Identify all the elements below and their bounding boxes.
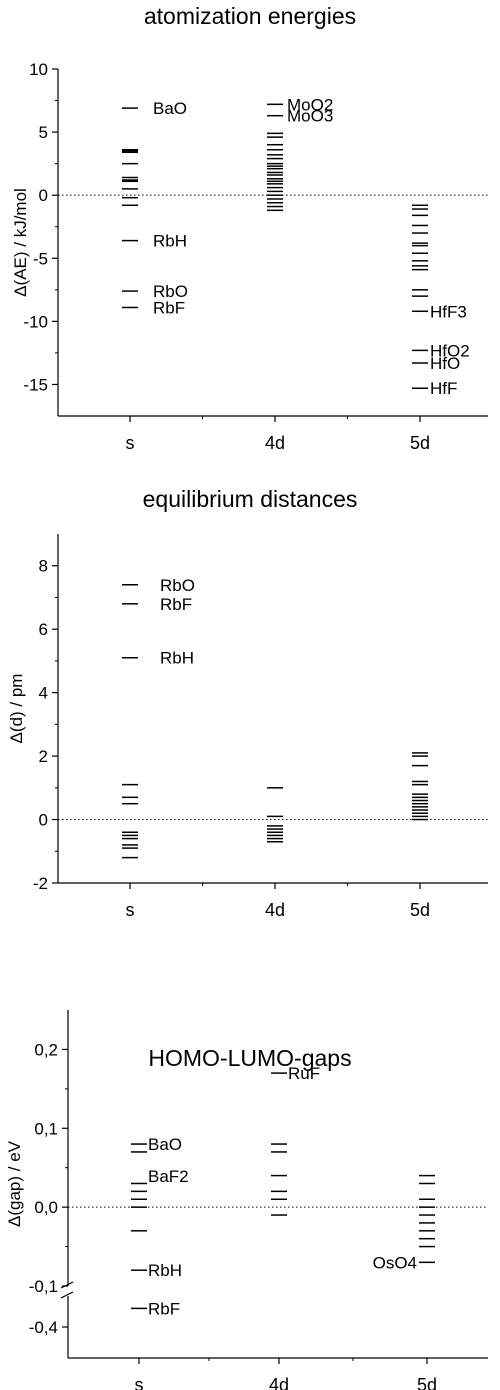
- annotation-label: RbH: [148, 1261, 182, 1280]
- annotation-label: RuF: [288, 1064, 320, 1083]
- annotation-label: HfO2: [430, 341, 470, 360]
- annotation-label: HfF: [430, 379, 457, 398]
- y-tick-label: -0,1: [29, 1277, 58, 1296]
- x-tick-label: s: [126, 433, 135, 453]
- x-tick-label: 4d: [265, 433, 285, 453]
- annotation-label: HfO: [430, 354, 460, 373]
- y-tick-label: 0,1: [34, 1119, 58, 1138]
- annotation-label: BaF2: [148, 1167, 189, 1186]
- chart-title: atomization energies: [144, 3, 356, 29]
- chart-panel-3: HOMO-LUMO-gaps -0,4 -0,1 0,0 0,1 0,2 Δ(gap) / …: [5, 1010, 488, 1390]
- annotation-label: RbH: [153, 232, 187, 251]
- y-tick-label: 0,0: [34, 1198, 58, 1217]
- annotation-label: BaO: [148, 1135, 182, 1154]
- y-tick-label: 0,2: [34, 1040, 58, 1059]
- y-tick-label: 0: [39, 186, 48, 205]
- y-axis-label: Δ(AE) / kJ/mol: [11, 188, 30, 297]
- x-tick-label: 4d: [269, 1375, 289, 1390]
- chart-title: equilibrium distances: [143, 486, 358, 512]
- annotation-label: OsO4: [373, 1253, 417, 1272]
- axis-break-mark: [60, 1291, 74, 1299]
- x-tick-label: s: [135, 1375, 144, 1390]
- y-tick-label: 6: [39, 620, 48, 639]
- x-tick-label: s: [126, 900, 135, 920]
- y-tick-label: 5: [39, 123, 48, 142]
- x-tick-label: 5d: [417, 1375, 437, 1390]
- annotation-label: RbF: [148, 1299, 180, 1318]
- annotation-label: RbO: [153, 282, 188, 301]
- chart-title: HOMO-LUMO-gaps: [148, 1045, 351, 1071]
- annotation-label: RbO: [160, 576, 195, 595]
- chart-panel-2: equilibrium distances -2 0 2 4 6 8 Δ(d) / pm s 4d…: [7, 486, 488, 920]
- x-tick-label: 5d: [410, 900, 430, 920]
- axis-break-mark: [60, 1281, 74, 1289]
- annotation-label: RbF: [160, 595, 192, 614]
- annotation-label: BaO: [153, 99, 187, 118]
- y-tick-label: -5: [33, 249, 48, 268]
- y-tick-label: 8: [39, 557, 48, 576]
- x-tick-label: 4d: [265, 900, 285, 920]
- y-tick-label: -0,4: [29, 1318, 58, 1337]
- y-axis-label: Δ(d) / pm: [7, 674, 26, 744]
- annotation-label: RbF: [153, 298, 185, 317]
- x-tick-label: 5d: [410, 433, 430, 453]
- y-tick-label: 10: [29, 60, 48, 79]
- y-tick-label: -10: [23, 312, 48, 331]
- y-tick-label: 2: [39, 747, 48, 766]
- y-tick-label: -2: [33, 874, 48, 893]
- annotation-label: MoO2: [287, 95, 333, 114]
- y-axis-label: Δ(gap) / eV: [5, 1140, 24, 1227]
- chart-panels: atomization energies -15 -10 -5 0 5 10 Δ(AE) / …: [5, 3, 488, 1390]
- y-tick-label: 0: [39, 811, 48, 830]
- annotation-label: RbH: [160, 649, 194, 668]
- y-tick-label: -15: [23, 375, 48, 394]
- annotation-label: MoO3: [287, 107, 333, 126]
- annotation-label: HfF3: [430, 302, 467, 321]
- chart-panel-1: atomization energies -15 -10 -5 0 5 10 Δ(AE) / …: [11, 3, 488, 453]
- y-tick-label: 4: [39, 684, 48, 703]
